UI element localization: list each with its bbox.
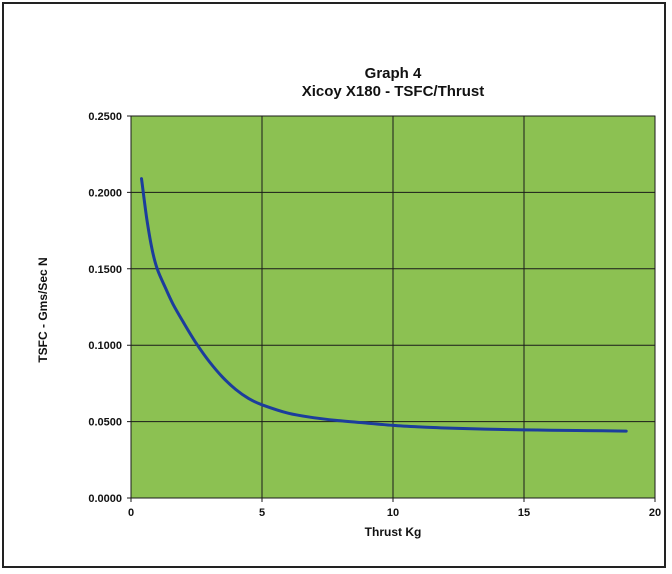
y-tick-label: 0.0000 [88,493,122,505]
y-tick-label: 0.1000 [88,340,122,352]
y-tick-label: 0.2500 [88,111,122,123]
chart-title: Graph 4 [365,65,422,82]
x-tick-label: 5 [259,507,265,519]
x-tick-label: 0 [128,507,134,519]
y-axis-ticks: 0.0000 0.0500 0.1000 0.1500 0.2000 0.2500 [88,111,122,505]
y-tick-label: 0.1500 [88,264,122,276]
grid-lines [127,115,656,502]
y-axis-label: TSFC - Gms/Sec N [36,257,50,362]
y-tick-label: 0.0500 [88,417,122,429]
series-line-tsfc [140,177,628,433]
x-tick-label: 20 [649,507,661,519]
chart-subtitle: Xicoy X180 - TSFC/Thrust [302,83,485,100]
x-axis-label: Thrust Kg [365,525,422,539]
x-tick-label: 10 [387,507,399,519]
y-tick-label: 0.2000 [88,187,122,199]
x-tick-label: 15 [518,507,530,519]
x-axis-ticks: 0 5 10 15 20 [128,507,661,519]
